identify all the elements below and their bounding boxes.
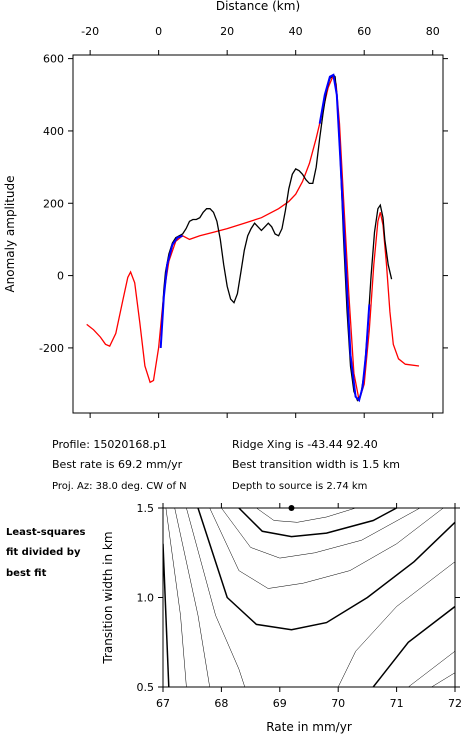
info-text: Depth to source is 2.74 km [232,481,367,492]
data-line [86,75,420,401]
contour-line [197,508,455,631]
contour-line [431,672,455,687]
contour-line [163,543,170,687]
info-text: Profile: 15020168.p1 [52,438,167,451]
y-tick-label: 0 [57,270,64,283]
x-tick-label: 71 [390,697,404,710]
data-line [159,73,371,403]
plot-frame [72,54,444,414]
best-fit-point [288,505,295,511]
contour-line [238,508,397,538]
contour-line [256,508,356,523]
x-tick-label: 0 [155,25,162,38]
y-tick-label: 600 [43,53,64,66]
x-tick-label: 80 [426,25,440,38]
x-tick-label: 40 [289,25,303,38]
side-label: best fit [6,568,47,579]
info-text: Best transition width is 1.5 km [232,458,400,471]
contour-line [221,508,421,559]
side-label: fit divided by [6,547,81,558]
contour-line [174,508,210,687]
info-text: Proj. Az: 38.0 deg. CW of N [52,481,187,492]
y-tick-label: 200 [43,197,64,210]
x-axis-label: Distance (km) [216,0,300,13]
y-tick-label: 1.0 [137,592,155,605]
x-tick-label: 68 [214,697,228,710]
side-label: Least-squares [6,527,85,538]
y-tick-label: 1.5 [137,502,155,515]
y-tick-label: 400 [43,125,64,138]
info-text: Ridge Xing is -43.44 92.40 [232,438,378,451]
x-tick-label: 69 [273,697,287,710]
contour-line [408,651,455,687]
x-tick-label: 60 [357,25,371,38]
contour-line [186,508,246,687]
y-axis-label: Anomaly amplitude [3,175,17,292]
x-tick-label: 72 [448,697,462,710]
contour-line [337,561,455,687]
x-tick-label: 70 [331,697,345,710]
contour-line [372,605,455,687]
y-tick-label: -200 [39,342,64,355]
x-tick-label: -20 [81,25,99,38]
x-axis-label: Rate in mm/yr [266,720,352,734]
y-tick-label: 0.5 [137,681,155,694]
y-axis-label: Transition width in km [101,531,115,664]
x-tick-label: 20 [220,25,234,38]
info-text: Best rate is 69.2 mm/yr [52,458,183,471]
contour-line [165,508,187,687]
x-tick-label: 67 [156,697,170,710]
contour-line [209,508,444,589]
